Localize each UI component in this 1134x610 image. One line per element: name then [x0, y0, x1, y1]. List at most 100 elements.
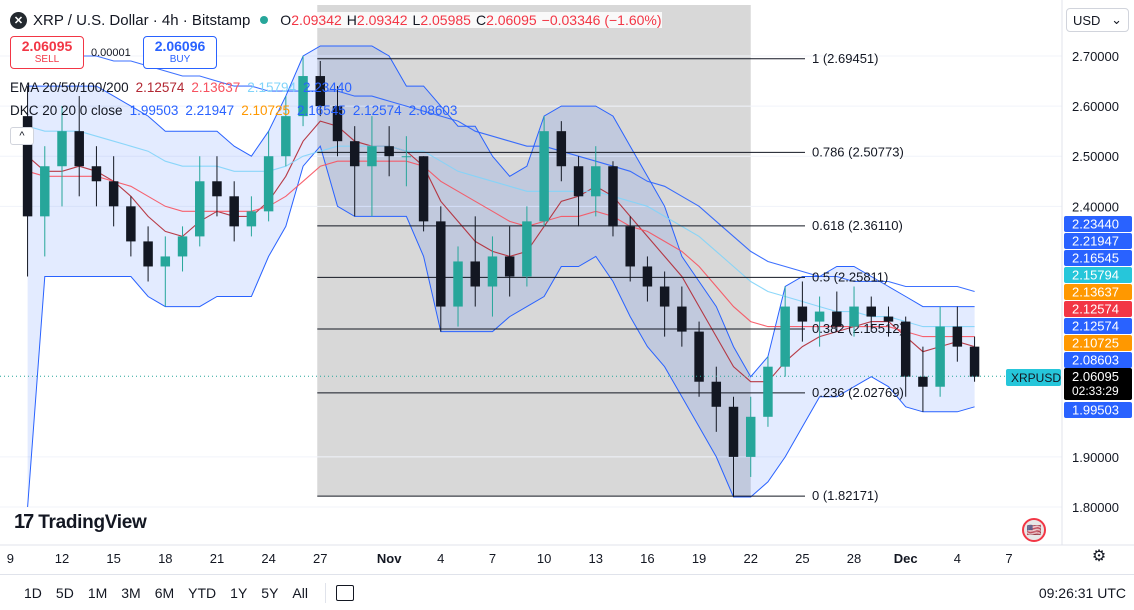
dkc-legend-label: DKC 20 20 0 close [10, 102, 123, 118]
candle-body [797, 306, 808, 322]
candle-body [539, 131, 549, 222]
gear-icon[interactable]: ⚙ [1091, 548, 1107, 565]
fib-level-label: 0.5 (2.25811) [812, 269, 888, 284]
candle-body [160, 256, 171, 267]
ema-value: 2.13637 [191, 79, 241, 95]
fib-level-label: 0.786 (2.50773) [812, 144, 904, 159]
price-axis-tag [1064, 301, 1132, 317]
candle-body [694, 331, 704, 382]
dkc-value: 2.08603 [408, 102, 458, 118]
calendar-icon[interactable] [335, 584, 354, 601]
candle-body [332, 106, 343, 142]
candle-body [487, 256, 498, 287]
timeframe-buttons: 1D 5D 1M 3M 6M YTD 1Y 5Y All [17, 585, 315, 601]
dkc-value: 2.12574 [352, 102, 402, 118]
chart-header: ✕ XRP / U.S. Dollar · 4h · Bitstamp O2.0… [10, 9, 662, 31]
candle-body [900, 321, 911, 377]
symbol-title[interactable]: XRP / U.S. Dollar · 4h · Bitstamp [33, 11, 251, 29]
x-tick-label: 7 [489, 551, 496, 566]
x-tick-label: 7 [1005, 551, 1012, 566]
clock-time[interactable]: 09:26:31 UTC [1038, 584, 1126, 601]
candle-body [935, 326, 945, 387]
symbol-tag-label: XRPUSD [1011, 371, 1061, 385]
x-tick-label: 16 [640, 551, 654, 566]
candle-body [263, 156, 274, 212]
price-axis-tag-value: 2.13637 [1072, 285, 1119, 300]
candle-body [591, 166, 601, 197]
candle-body [229, 196, 239, 227]
candle-body [349, 141, 360, 167]
x-tick-label: 4 [437, 551, 444, 566]
divider [324, 582, 326, 603]
timeframe-5y[interactable]: 5Y [261, 584, 279, 601]
price-axis-tag-value: 1.99503 [1072, 403, 1119, 418]
candle-body [522, 221, 532, 277]
timeframe-1d[interactable]: 1D [24, 584, 42, 601]
ema-legend[interactable]: EMA 20/50/100/200 2.12574 2.13637 2.1579… [10, 78, 352, 96]
price-axis-tag-value: 2.15794 [1072, 268, 1119, 283]
timeframe-3m[interactable]: 3M [121, 584, 141, 601]
price-axis-tag-value: 2.23440 [1072, 217, 1119, 232]
candle-body [195, 181, 205, 237]
timeframe-1m[interactable]: 1M [87, 584, 108, 601]
dkc-value: 2.21947 [185, 102, 235, 118]
us-flag-icon[interactable]: 🇺🇸 [1022, 518, 1046, 542]
candle-body [625, 226, 635, 267]
x-tick-label: 10 [537, 551, 551, 566]
timeframe-5d[interactable]: 5D [55, 584, 74, 601]
sell-button[interactable]: 2.06095 SELL [10, 36, 84, 69]
x-tick-label: Dec [894, 551, 918, 566]
countdown-timer: 02:33:29 [1072, 384, 1119, 398]
candle-body [728, 406, 739, 457]
price-axis-tag-value: 2.10725 [1072, 336, 1119, 351]
price-axis-tag [1064, 250, 1132, 266]
candle-body [918, 376, 928, 387]
candle-body [711, 381, 722, 407]
price-axis-tag [1064, 233, 1132, 249]
price-chart[interactable]: 1 (2.69451) 0.786 (2.50773) 0.618 (2.36110… [0, 0, 1134, 574]
candle-body [143, 241, 153, 267]
fib-level-label: 1 (2.69451) [812, 51, 879, 66]
candle-body [177, 236, 188, 257]
x-tick-label: 19 [692, 551, 706, 566]
currency-select[interactable]: USD ⌄ [1066, 8, 1129, 32]
candle-body [866, 306, 876, 317]
candle-body [952, 326, 963, 347]
candle-body [556, 131, 567, 167]
x-tick-label: 27 [313, 551, 327, 566]
x-tick-label: Nov [377, 551, 402, 566]
buy-button[interactable]: 2.06096 BUY [143, 36, 217, 69]
timeframe-all[interactable]: All [292, 584, 308, 601]
candle-body [281, 116, 291, 157]
candle-body [418, 156, 429, 222]
fib-level-label: 0.236 (2.02769) [812, 385, 904, 400]
candle-body [74, 131, 84, 167]
timeframe-1y[interactable]: 1Y [230, 584, 248, 601]
y-tick-label: 2.50000 [1072, 149, 1119, 164]
price-axis-tag [1064, 216, 1132, 232]
ema-line-4 [27, 45, 975, 293]
y-tick-label: 1.80000 [1072, 500, 1119, 515]
candle-body [57, 131, 67, 167]
ohlc-values: O2.09342 H2.09342 L2.05985 C2.06095 −0.0… [280, 12, 662, 28]
tradingview-logo[interactable]: 17 TradingView [14, 511, 147, 533]
candle-body [22, 116, 33, 217]
timeframe-6m[interactable]: 6M [154, 584, 175, 601]
y-tick-label: 1.90000 [1072, 450, 1119, 465]
x-tick-label: 12 [55, 551, 69, 566]
x-tick-label: 28 [847, 551, 861, 566]
price-axis-tag [1064, 352, 1132, 368]
timeframe-ytd[interactable]: YTD [188, 584, 217, 601]
candle-body [608, 166, 618, 227]
x-tick-label: 24 [261, 551, 275, 566]
y-tick-label: 2.60000 [1072, 99, 1119, 114]
ema-line-2 [27, 160, 975, 338]
dkc-legend[interactable]: DKC 20 20 0 close 1.99503 2.21947 2.1072… [10, 101, 457, 119]
candle-body [677, 306, 687, 332]
collapse-legend-button[interactable]: ^ [10, 127, 34, 145]
ema-value: 2.23440 [303, 79, 352, 95]
candle-body [659, 286, 670, 307]
candle-body [470, 261, 480, 287]
chevron-down-icon: ⌄ [1111, 12, 1122, 27]
x-tick-label: 15 [106, 551, 120, 566]
